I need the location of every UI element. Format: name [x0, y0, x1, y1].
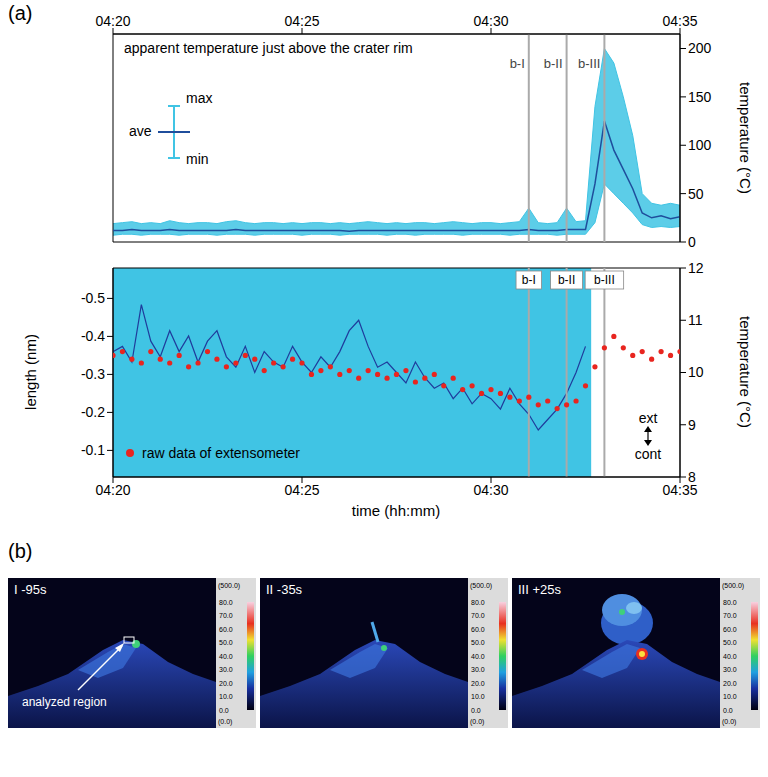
svg-text:30.0: 30.0: [219, 666, 233, 673]
svg-text:40.0: 40.0: [471, 653, 485, 660]
html-text:temperature (°C): temperature (°C): [736, 316, 754, 428]
svg-text:11: 11: [688, 312, 703, 328]
svg-text:100: 100: [688, 137, 712, 153]
svg-text:analyzed region: analyzed region: [22, 695, 107, 709]
svg-text:b-II: b-II: [558, 273, 575, 287]
svg-text:(500.0): (500.0): [470, 582, 492, 590]
svg-text:III +25s: III +25s: [518, 582, 561, 597]
svg-text:04:35: 04:35: [662, 13, 697, 29]
svg-text:b-II: b-II: [544, 56, 563, 71]
html-text:apparent temperature just abov: apparent temperature just above the crat…: [124, 40, 413, 56]
svg-text:(0.0): (0.0): [218, 718, 232, 726]
svg-text:8: 8: [688, 469, 696, 485]
html-text:temperature (°C): temperature (°C): [736, 82, 754, 194]
svg-text:b-I: b-I: [522, 273, 536, 287]
svg-text:(0.0): (0.0): [470, 718, 484, 726]
svg-text:50.0: 50.0: [471, 639, 485, 646]
svg-text:20.0: 20.0: [723, 680, 737, 687]
svg-text:12: 12: [688, 260, 704, 276]
html-text:cont: cont: [634, 446, 662, 462]
svg-text:20.0: 20.0: [471, 680, 485, 687]
svg-text:50.0: 50.0: [723, 639, 737, 646]
svg-text:(500.0): (500.0): [722, 582, 744, 590]
svg-text:50.0: 50.0: [219, 639, 233, 646]
svg-text:0.0: 0.0: [471, 707, 481, 714]
svg-text:10: 10: [688, 364, 704, 380]
svg-text:60.0: 60.0: [723, 626, 737, 633]
svg-text:80.0: 80.0: [219, 599, 233, 606]
svg-text:9: 9: [688, 417, 696, 433]
svg-text:-0.3: -0.3: [81, 366, 105, 382]
html-text:ext: ext: [638, 410, 658, 426]
svg-text:30.0: 30.0: [723, 666, 737, 673]
svg-text:04:20: 04:20: [95, 482, 130, 498]
html-text:(a): (a): [8, 2, 33, 24]
svg-text:10.0: 10.0: [723, 693, 737, 700]
svg-text:04:25: 04:25: [284, 13, 319, 29]
svg-text:80.0: 80.0: [723, 599, 737, 606]
svg-text:-0.4: -0.4: [81, 328, 105, 344]
svg-text:04:25: 04:25: [284, 482, 319, 498]
html-text:max: max: [186, 90, 213, 106]
svg-text:80.0: 80.0: [471, 599, 485, 606]
svg-text:04:30: 04:30: [473, 13, 508, 29]
svg-text:40.0: 40.0: [723, 653, 737, 660]
svg-text:50: 50: [688, 186, 704, 202]
svg-text:60.0: 60.0: [471, 626, 485, 633]
svg-text:II -35s: II -35s: [266, 582, 303, 597]
svg-text:b-III: b-III: [594, 273, 615, 287]
html-text:(b): (b): [8, 540, 33, 562]
svg-text:(0.0): (0.0): [722, 718, 736, 726]
html-text:time (hh:mm): time (hh:mm): [351, 502, 441, 519]
svg-text:04:35: 04:35: [662, 481, 698, 498]
svg-text:0.0: 0.0: [723, 707, 733, 714]
html-text:min: min: [186, 151, 209, 167]
svg-text:04:30: 04:30: [473, 482, 508, 498]
svg-text:-0.1: -0.1: [81, 442, 105, 458]
svg-text:200: 200: [688, 40, 712, 56]
svg-text:(500.0): (500.0): [218, 582, 240, 590]
svg-text:70.0: 70.0: [723, 612, 737, 619]
svg-text:20.0: 20.0: [219, 680, 233, 687]
html-text:raw data of extensometer: raw data of extensometer: [142, 445, 300, 461]
svg-text:10.0: 10.0: [471, 693, 485, 700]
svg-text:150: 150: [688, 89, 712, 105]
svg-text:40.0: 40.0: [219, 653, 233, 660]
svg-text:60.0: 60.0: [219, 626, 233, 633]
svg-text:b-I: b-I: [510, 56, 525, 71]
svg-text:70.0: 70.0: [471, 612, 485, 619]
html-text:ave: ave: [129, 123, 152, 139]
svg-text:-0.5: -0.5: [81, 290, 105, 306]
svg-text:70.0: 70.0: [219, 612, 233, 619]
svg-text:0.0: 0.0: [219, 707, 229, 714]
html-text:length (nm): length (nm): [21, 334, 39, 410]
svg-text:-0.2: -0.2: [81, 404, 105, 420]
svg-text:04:20: 04:20: [95, 13, 130, 29]
svg-text:b-III: b-III: [578, 56, 600, 71]
svg-text:30.0: 30.0: [471, 666, 485, 673]
svg-text:0: 0: [688, 234, 696, 250]
svg-text:I -95s: I -95s: [14, 582, 47, 597]
svg-text:10.0: 10.0: [219, 693, 233, 700]
